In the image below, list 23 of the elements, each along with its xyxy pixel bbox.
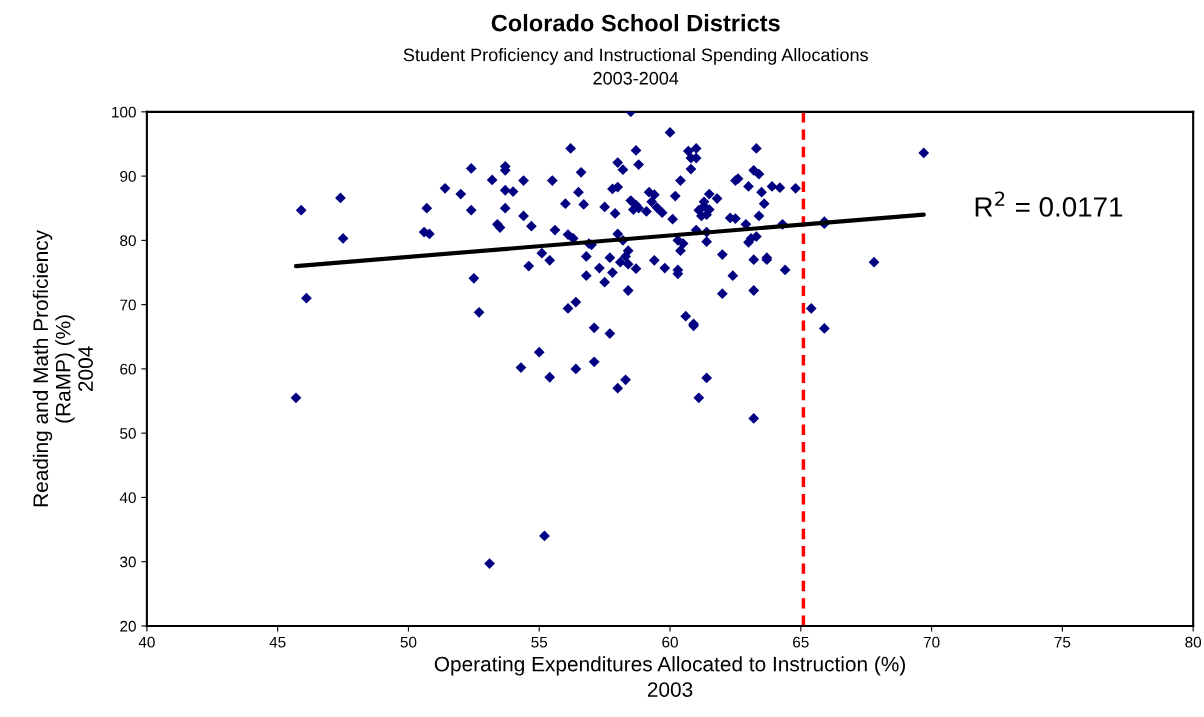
y-tick-label: 40 (119, 492, 136, 504)
annotation: R$^{2}$ = 0.0171 (975, 191, 1123, 217)
y-tick-label: 60 (120, 363, 136, 375)
y-tick-label: 90 (120, 170, 136, 182)
y-tick-label: 100 (112, 106, 136, 118)
x-tick-label: 75 (1054, 636, 1071, 648)
y-tick-label: 20 (120, 620, 136, 632)
chart-title: Colorado School Districts (491, 14, 780, 32)
y-axis-title: Reading and Math Proficiency (RaMP) (%) 2004 (32, 229, 93, 507)
x-tick-label: 50 (400, 636, 417, 648)
y-tick-label: 80 (120, 235, 136, 247)
x-axis-title: Operating Expenditures Allocated to Instruction (%) 2003 (434, 656, 905, 697)
x-tick-label: 70 (923, 636, 940, 648)
y-tick-label: 70 (120, 299, 136, 311)
y-tick-label: 50 (120, 428, 136, 439)
x-tick-label: 65 (793, 636, 809, 648)
x-tick-label: 55 (531, 636, 548, 648)
x-tick-label: 40 (138, 636, 155, 648)
x-tick-label: 60 (662, 636, 678, 648)
x-tick-label: 45 (269, 636, 286, 648)
chart-subtitle: Student Proficiency and Instructional Spending Allocations 2003-2004 (403, 48, 868, 85)
x-tick-label: 80 (1185, 636, 1202, 648)
y-tick-label: 30 (120, 556, 136, 568)
